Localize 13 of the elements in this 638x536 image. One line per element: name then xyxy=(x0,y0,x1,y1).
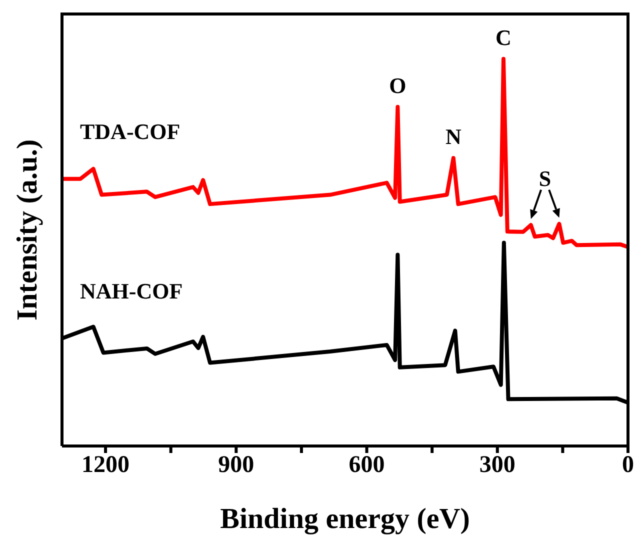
annotation: S xyxy=(538,166,552,191)
x-tick-label: 1200 xyxy=(82,452,130,478)
x-tick-label: 300 xyxy=(479,452,516,478)
series-label: NAH-COF xyxy=(80,278,183,304)
x-tick-label: 600 xyxy=(348,452,385,478)
annotation: N xyxy=(445,124,462,149)
x-tick-label: 0 xyxy=(622,452,634,478)
series-label: TDA-COF xyxy=(80,118,180,144)
y-axis-title: Intensity (a.u.) xyxy=(12,139,44,321)
x-axis-title: Binding energy (eV) xyxy=(220,503,470,535)
x-tick-label: 900 xyxy=(218,452,254,478)
annotation: O xyxy=(389,72,406,98)
annotation: C xyxy=(496,24,512,50)
